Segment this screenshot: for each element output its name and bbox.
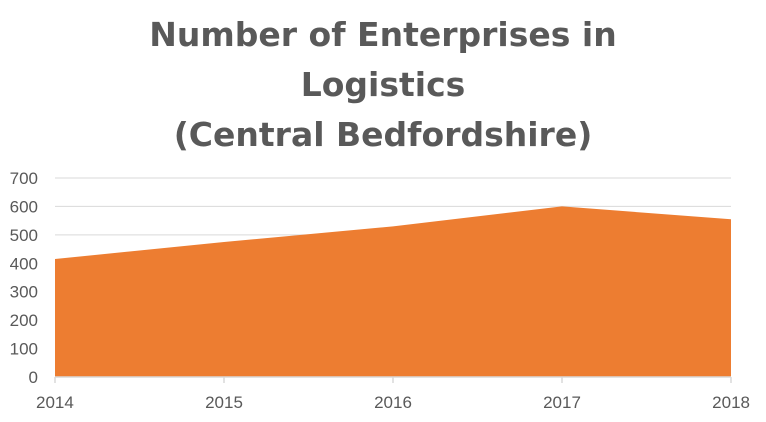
x-tick-label-2017: 2017 (543, 393, 581, 412)
x-tick-label-2016: 2016 (374, 393, 412, 412)
x-tick-label-2018: 2018 (712, 393, 750, 412)
x-tick-label-2015: 2015 (205, 393, 243, 412)
x-tick-label-2014: 2014 (36, 393, 74, 412)
y-tick-label-500: 500 (10, 226, 38, 245)
y-tick-label-300: 300 (10, 283, 38, 302)
y-axis-tick-labels: 0 100 200 300 400 500 600 700 (10, 169, 38, 387)
y-tick-label-600: 600 (10, 197, 38, 216)
area-series (55, 206, 731, 377)
chart-title-line-3: (Central Bedfordshire) (173, 115, 593, 154)
axes (54, 376, 732, 383)
chart-title-line-2: Logistics (300, 65, 466, 104)
y-tick-label-700: 700 (10, 169, 38, 188)
y-tick-label-100: 100 (10, 340, 38, 359)
y-tick-label-400: 400 (10, 254, 38, 273)
chart-title-line-1: Number of Enterprises in (149, 15, 617, 54)
area-series-0 (55, 206, 731, 377)
y-tick-label-200: 200 (10, 311, 38, 330)
y-tick-label-0: 0 (29, 368, 38, 387)
x-axis-tick-labels: 2014 2015 2016 2017 2018 (36, 393, 750, 412)
chart-title: Number of Enterprises in Logistics (Cent… (0, 10, 766, 160)
